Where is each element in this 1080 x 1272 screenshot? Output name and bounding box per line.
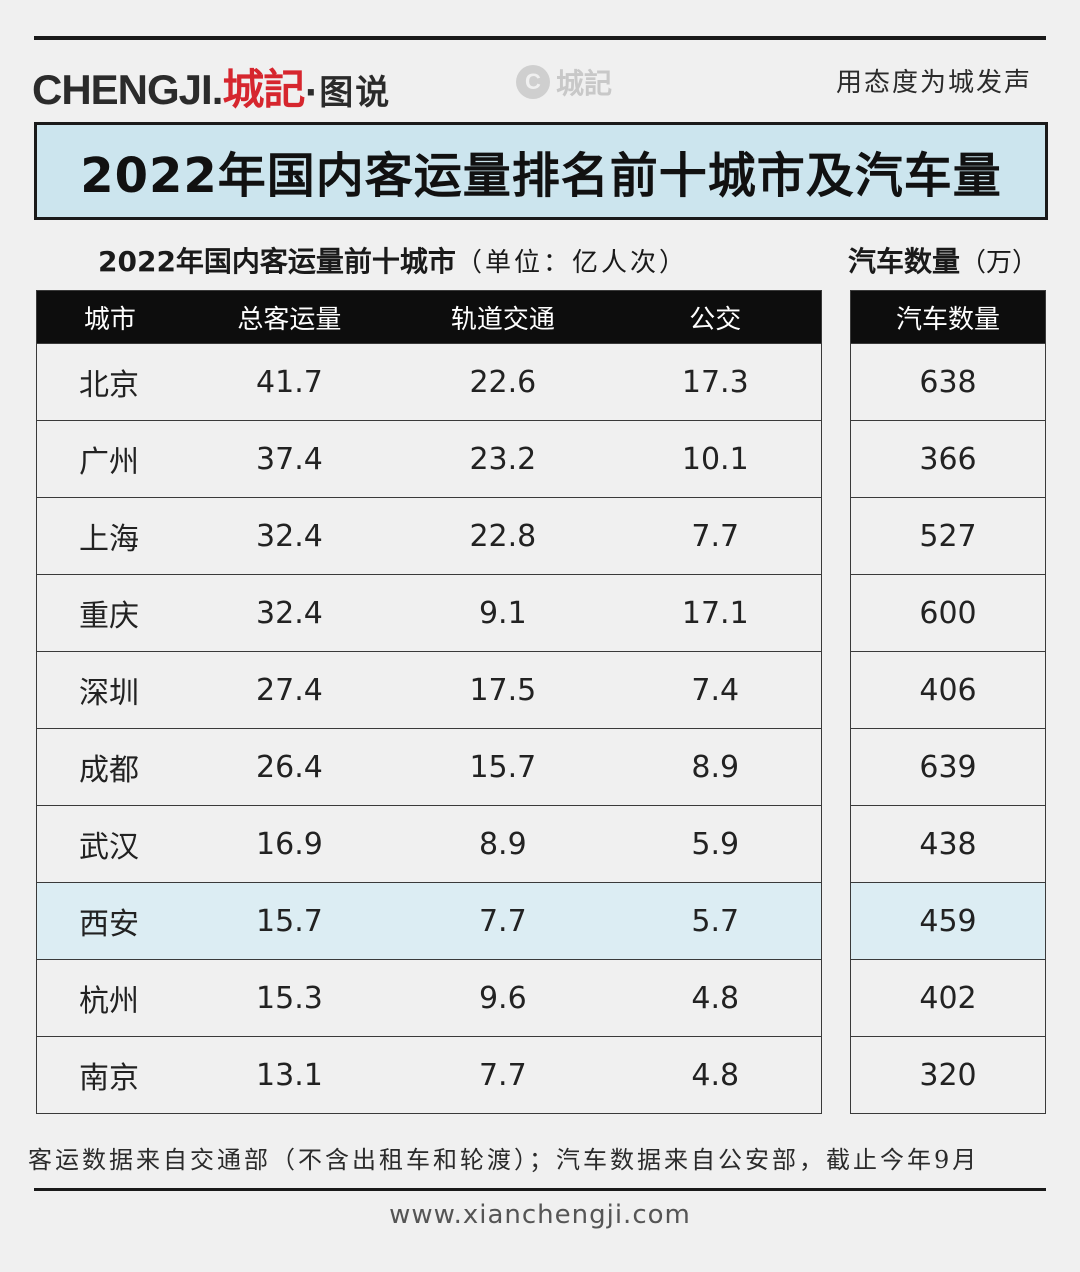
cell-total: 16.9	[182, 805, 397, 883]
cell-rail: 22.8	[396, 497, 610, 575]
cell-cars: 527	[850, 497, 1046, 575]
header-total: 总客运量	[182, 290, 397, 344]
car-row: 639	[850, 728, 1046, 806]
cell-bus: 4.8	[609, 1036, 822, 1114]
watermark: C 城記	[516, 62, 612, 102]
cell-bus: 4.8	[609, 959, 822, 1037]
logo: CHENGJI.城記·图说	[32, 56, 391, 117]
cell-bus: 5.7	[609, 882, 822, 960]
cell-city: 广州	[36, 420, 183, 498]
cell-bus: 7.7	[609, 497, 822, 575]
header-rail: 轨道交通	[396, 290, 610, 344]
cell-cars: 459	[850, 882, 1046, 960]
cell-cars: 600	[850, 574, 1046, 652]
cell-bus: 10.1	[609, 420, 822, 498]
cell-cars: 320	[850, 1036, 1046, 1114]
car-unit: （万）	[960, 248, 1039, 278]
cell-rail: 15.7	[396, 728, 610, 806]
cell-city: 南京	[36, 1036, 183, 1114]
cell-rail: 7.7	[396, 1036, 610, 1114]
cell-total: 37.4	[182, 420, 397, 498]
cell-rail: 23.2	[396, 420, 610, 498]
watermark-c-icon: C	[516, 65, 550, 99]
cell-city: 成都	[36, 728, 183, 806]
cell-cars: 406	[850, 651, 1046, 729]
cell-bus: 5.9	[609, 805, 822, 883]
table-row: 重庆 32.4 9.1 17.1	[36, 574, 822, 652]
car-row: 638	[850, 343, 1046, 421]
car-row: 320	[850, 1036, 1046, 1114]
table-row: 广州 37.4 23.2 10.1	[36, 420, 822, 498]
cell-rail: 9.1	[396, 574, 610, 652]
cell-city: 杭州	[36, 959, 183, 1037]
table-title: 2022年国内客运量前十城市（单位：亿人次）	[98, 240, 688, 280]
table-row: 成都 26.4 15.7 8.9	[36, 728, 822, 806]
cell-city: 深圳	[36, 651, 183, 729]
cell-bus: 7.4	[609, 651, 822, 729]
logo-red-text: 城記	[222, 66, 305, 113]
website: www.xianchengji.com	[389, 1200, 691, 1230]
cell-rail: 8.9	[396, 805, 610, 883]
car-row: 366	[850, 420, 1046, 498]
table-row: 西安 15.7 7.7 5.7	[36, 882, 822, 960]
cell-total: 32.4	[182, 574, 397, 652]
cell-bus: 17.1	[609, 574, 822, 652]
header-city: 城市	[36, 290, 183, 344]
top-rule	[34, 36, 1046, 40]
cell-rail: 22.6	[396, 343, 610, 421]
cell-total: 32.4	[182, 497, 397, 575]
table-row: 武汉 16.9 8.9 5.9	[36, 805, 822, 883]
cell-total: 15.3	[182, 959, 397, 1037]
slogan: 用态度为城发声	[835, 68, 1032, 98]
car-row: 406	[850, 651, 1046, 729]
cell-cars: 438	[850, 805, 1046, 883]
cell-total: 15.7	[182, 882, 397, 960]
page-title: 2022年国内客运量排名前十城市及汽车量	[34, 122, 1048, 220]
table-row: 上海 32.4 22.8 7.7	[36, 497, 822, 575]
logo-sub-text: ·图说	[304, 73, 392, 113]
cell-total: 27.4	[182, 651, 397, 729]
car-title: 汽车数量（万）	[848, 240, 1038, 280]
cell-bus: 17.3	[609, 343, 822, 421]
car-row: 600	[850, 574, 1046, 652]
table-row: 北京 41.7 22.6 17.3	[36, 343, 822, 421]
cell-city: 武汉	[36, 805, 183, 883]
cell-cars: 639	[850, 728, 1046, 806]
table-row: 南京 13.1 7.7 4.8	[36, 1036, 822, 1114]
header-cars: 汽车数量	[850, 290, 1046, 344]
car-row: 402	[850, 959, 1046, 1037]
ridership-table: 城市 总客运量 轨道交通 公交 北京 41.7 22.6 17.3 广州 37.…	[36, 290, 822, 1114]
table-header-row: 城市 总客运量 轨道交通 公交	[36, 290, 822, 344]
cell-total: 26.4	[182, 728, 397, 806]
table-unit: （单位：亿人次）	[455, 248, 688, 278]
table-title-text: 2022年国内客运量前十城市	[98, 245, 456, 278]
car-row: 438	[850, 805, 1046, 883]
cell-city: 重庆	[36, 574, 183, 652]
footnote: 客运数据来自交通部（不含出租车和轮渡）；汽车数据来自公安部，截止今年9月	[28, 1146, 980, 1174]
car-header-row: 汽车数量	[850, 290, 1046, 344]
bottom-rule	[34, 1188, 1046, 1191]
cell-total: 13.1	[182, 1036, 397, 1114]
car-table: 汽车数量 638 366 527 600 406 639 438 459 402…	[850, 290, 1046, 1114]
cell-cars: 402	[850, 959, 1046, 1037]
table-row: 杭州 15.3 9.6 4.8	[36, 959, 822, 1037]
cell-total: 41.7	[182, 343, 397, 421]
logo-text: CHENGJI.	[32, 66, 223, 113]
table-row: 深圳 27.4 17.5 7.4	[36, 651, 822, 729]
cell-city: 北京	[36, 343, 183, 421]
car-row: 459	[850, 882, 1046, 960]
cell-cars: 366	[850, 420, 1046, 498]
watermark-text: 城記	[556, 67, 613, 100]
cell-rail: 17.5	[396, 651, 610, 729]
cell-rail: 7.7	[396, 882, 610, 960]
car-title-text: 汽车数量	[848, 245, 961, 278]
car-row: 527	[850, 497, 1046, 575]
cell-cars: 638	[850, 343, 1046, 421]
cell-city: 西安	[36, 882, 183, 960]
cell-bus: 8.9	[609, 728, 822, 806]
cell-rail: 9.6	[396, 959, 610, 1037]
cell-city: 上海	[36, 497, 183, 575]
header-bus: 公交	[609, 290, 822, 344]
